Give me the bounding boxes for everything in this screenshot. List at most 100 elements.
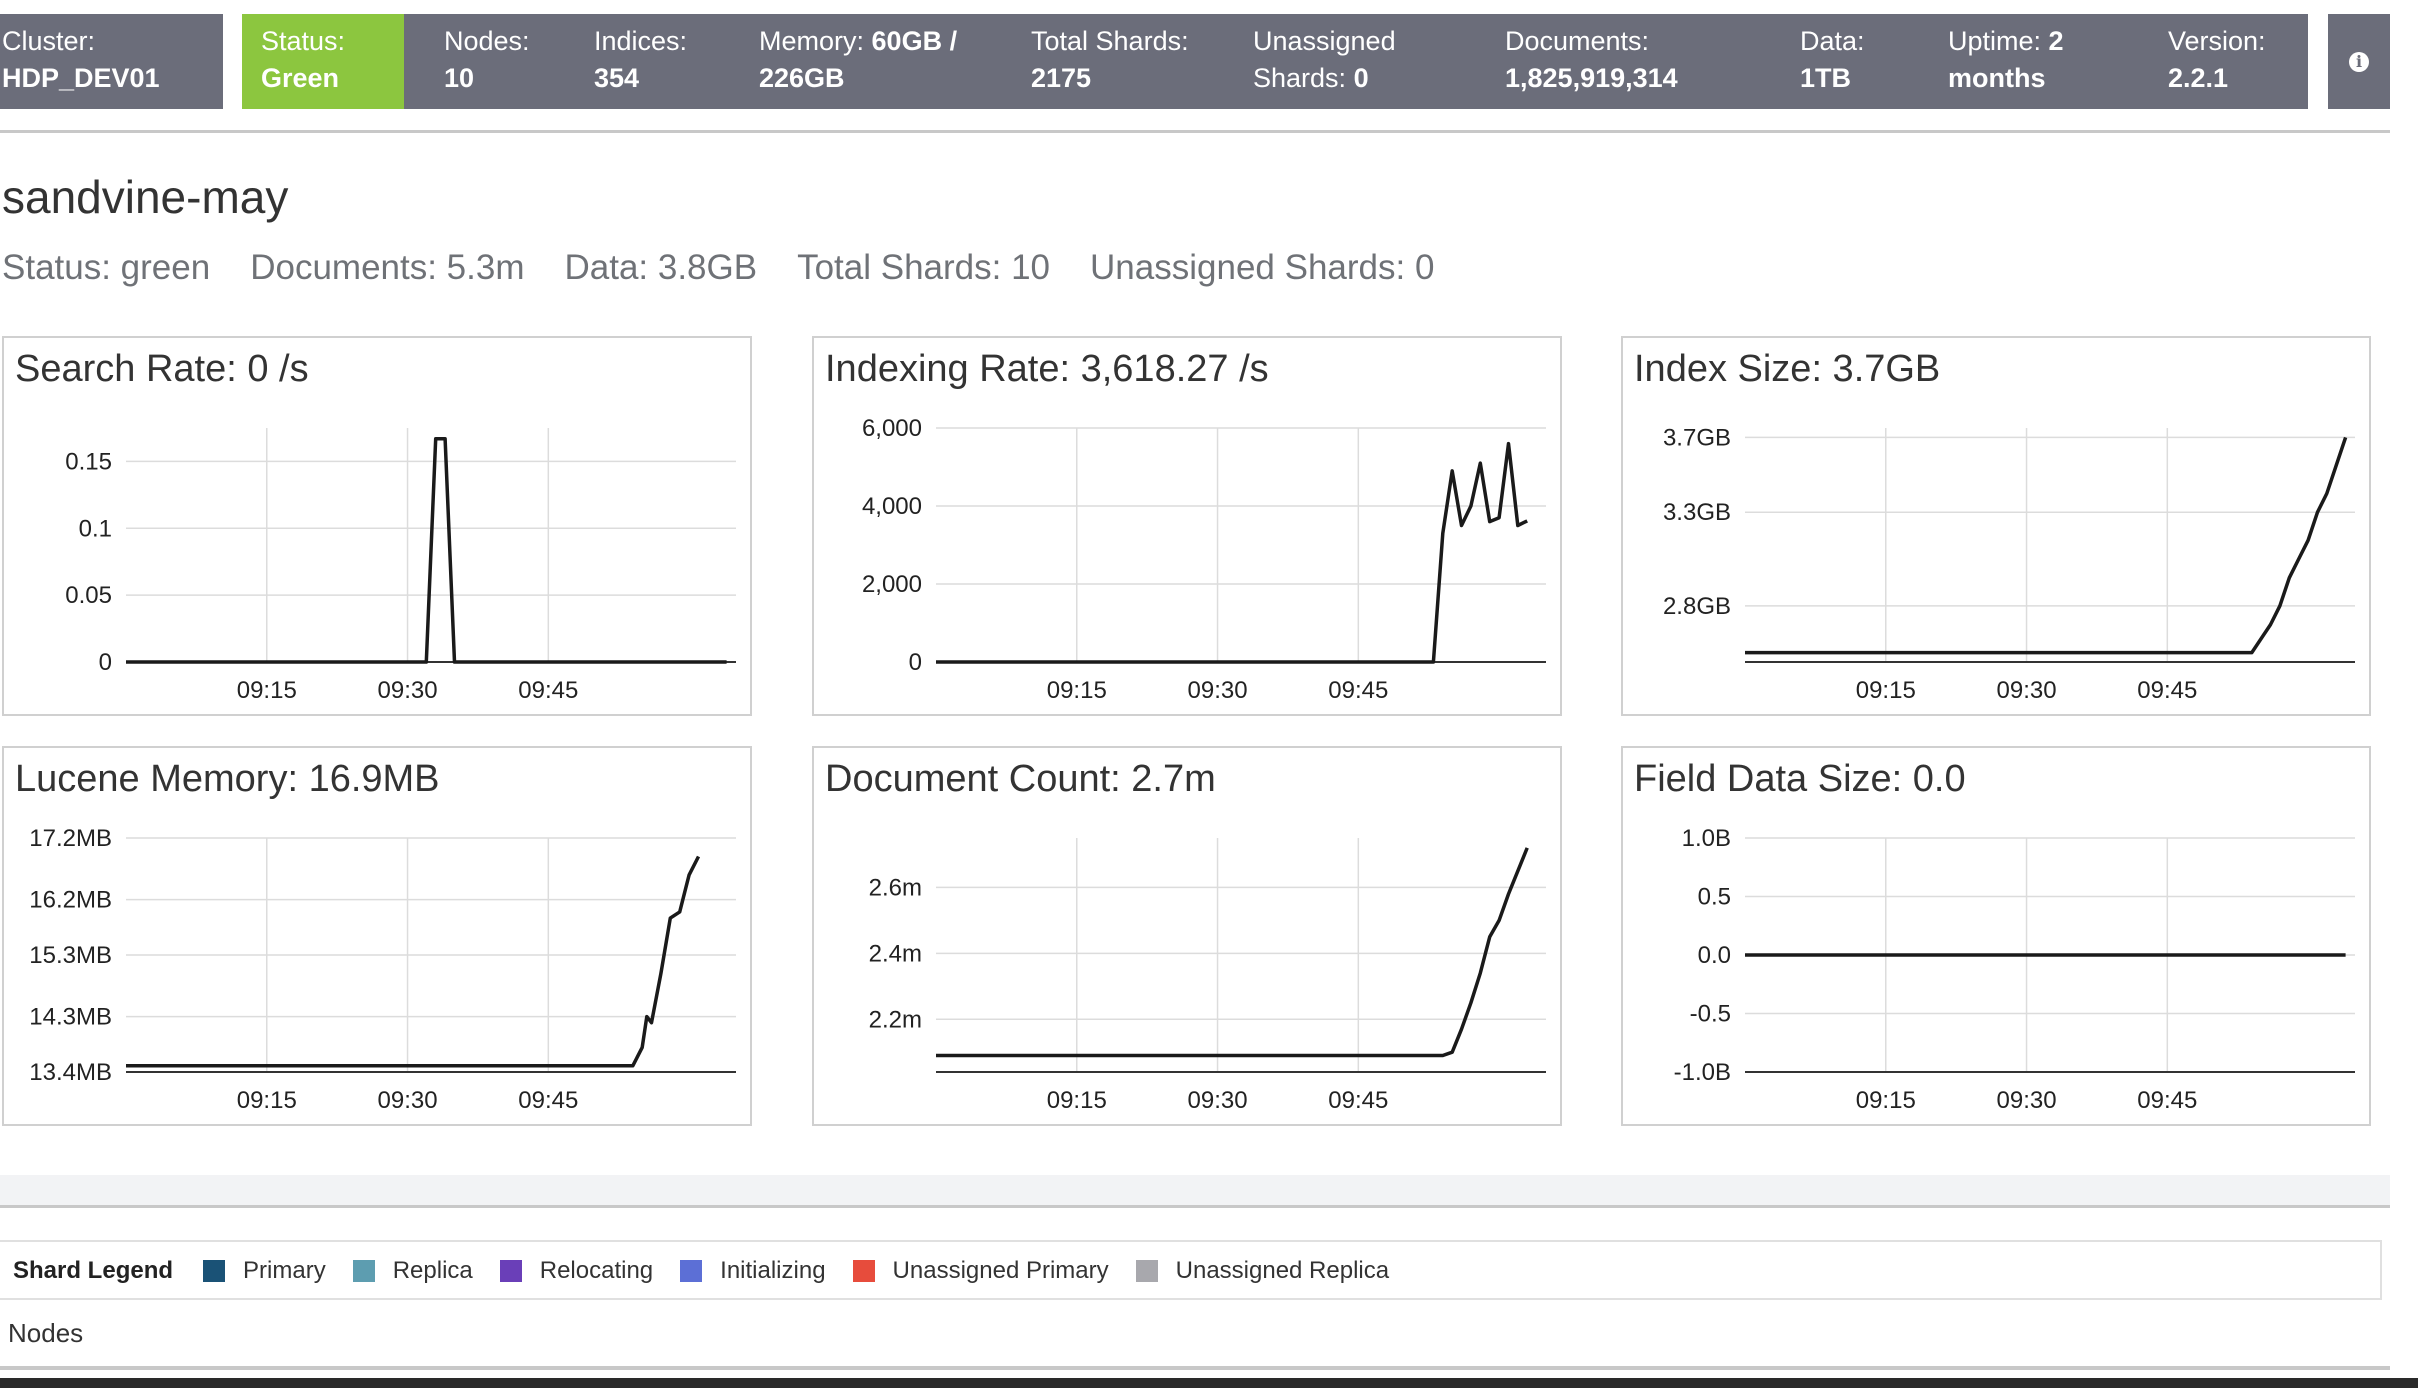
info-circle-icon[interactable]: i bbox=[2349, 52, 2369, 72]
y-tick-label: 15.3MB bbox=[29, 942, 112, 969]
nodes-label: Nodes: bbox=[444, 26, 530, 56]
y-tick-label: 0.05 bbox=[65, 582, 112, 609]
legend-item: Unassigned Replica bbox=[1135, 1257, 1390, 1285]
memory-value-a: 60GB / bbox=[871, 26, 958, 56]
x-tick-label: 09:15 bbox=[1047, 1087, 1107, 1114]
chart-title: Indexing Rate: 3,618.27 /s bbox=[825, 348, 1269, 390]
x-tick-label: 09:45 bbox=[2137, 677, 2197, 704]
y-tick-label: -0.5 bbox=[1690, 1001, 1731, 1028]
y-tick-label: 0 bbox=[909, 649, 922, 676]
lucene-memory-plot: 09:15 09:30 09:45 13.4MB 14.3MB 15.3MB 16.2MB 1… bbox=[29, 825, 736, 1114]
document-count-plot: 09:15 09:30 09:45 2.2m 2.4m 2.6m bbox=[869, 838, 1546, 1114]
unassigned-value: 0 bbox=[1353, 63, 1369, 93]
x-tick-label: 09:15 bbox=[1856, 1087, 1916, 1114]
shard-legend: Shard Legend Primary Replica Relocating Ini… bbox=[0, 1240, 2382, 1300]
y-tick-label: -1.0B bbox=[1674, 1059, 1731, 1086]
legend-item: Replica bbox=[352, 1257, 473, 1285]
series-line bbox=[126, 436, 727, 664]
index-status: Status: green bbox=[2, 248, 211, 287]
legend-swatch bbox=[499, 1260, 522, 1282]
series-line bbox=[126, 855, 701, 1068]
legend-label: Replica bbox=[392, 1257, 473, 1284]
cluster-value: HDP_DEV01 bbox=[2, 63, 160, 93]
info-button[interactable]: i bbox=[2328, 14, 2390, 109]
index-total-shards: Total Shards: 10 bbox=[797, 248, 1051, 287]
y-tick-label: 17.2MB bbox=[29, 825, 112, 852]
x-tick-label: 09:45 bbox=[518, 677, 578, 704]
cluster-stats-group: Nodes: 10 Indices: 354 Memory: 60GB / 22… bbox=[404, 14, 2308, 109]
documents-value: 1,825,919,314 bbox=[1505, 63, 1678, 93]
legend-label: Unassigned Primary bbox=[892, 1257, 1109, 1284]
nodes-value: 10 bbox=[444, 63, 475, 93]
index-title: sandvine-may bbox=[2, 171, 289, 223]
y-tick-label: 2.2m bbox=[869, 1006, 922, 1033]
x-tick-label: 09:45 bbox=[2137, 1087, 2197, 1114]
index-size-chart: Index Size: 3.7GB 09:15 09:30 09:45 2.8GB 3.… bbox=[1621, 336, 2371, 716]
series-line bbox=[936, 847, 1529, 1058]
search-rate-chart: Search Rate: 0 /s 09:15 09:30 09:45 0 0.05 0.… bbox=[2, 336, 752, 716]
shard-legend-title: Shard Legend bbox=[13, 1257, 174, 1284]
shard-legend-row: Shard Legend Primary Replica Relocating Ini… bbox=[13, 1257, 1416, 1285]
y-tick-label: 1.0B bbox=[1682, 825, 1731, 852]
unassigned-label-a: Unassigned bbox=[1253, 26, 1396, 56]
version-value: 2.2.1 bbox=[2168, 63, 2229, 93]
y-tick-label: 2.6m bbox=[869, 874, 922, 901]
legend-swatch bbox=[352, 1260, 375, 1282]
y-tick-label: 0.15 bbox=[65, 448, 112, 475]
index-summary: Status: green Documents: 5.3m Data: 3.8GB T… bbox=[2, 248, 1474, 288]
indexing-rate-plot: 09:15 09:30 09:45 0 2,000 4,000 6,000 bbox=[862, 415, 1546, 704]
x-tick-label: 09:30 bbox=[1997, 1087, 2057, 1114]
data-value: 1TB bbox=[1800, 63, 1852, 93]
x-tick-label: 09:30 bbox=[1188, 1087, 1248, 1114]
y-tick-label: 6,000 bbox=[862, 415, 922, 442]
data-label: Data: bbox=[1800, 26, 1865, 56]
document-count-chart: Document Count: 2.7m 09:15 09:30 09:45 2.2m… bbox=[812, 746, 1562, 1126]
divider bbox=[0, 1205, 2390, 1208]
x-tick-label: 09:45 bbox=[518, 1087, 578, 1114]
x-tick-label: 09:30 bbox=[378, 1087, 438, 1114]
x-tick-label: 09:30 bbox=[1188, 677, 1248, 704]
indexing-rate-chart: Indexing Rate: 3,618.27 /s 09:15 09:30 09:… bbox=[812, 336, 1562, 716]
total-shards-value: 2175 bbox=[1031, 63, 1092, 93]
indices-label: Indices: bbox=[594, 26, 688, 56]
x-tick-label: 09:15 bbox=[237, 677, 297, 704]
uptime-value-a: 2 bbox=[2048, 26, 2064, 56]
y-tick-label: 3.7GB bbox=[1663, 424, 1731, 451]
index-documents: Documents: 5.3m bbox=[250, 248, 525, 287]
x-tick-label: 09:15 bbox=[237, 1087, 297, 1114]
series-line bbox=[936, 441, 1528, 664]
nodes-section-label: Nodes bbox=[8, 1318, 84, 1348]
window-bottom-edge bbox=[0, 1378, 2418, 1388]
cluster-label: Cluster: bbox=[2, 26, 96, 56]
section-separator bbox=[0, 1175, 2390, 1205]
legend-item: Unassigned Primary bbox=[852, 1257, 1109, 1285]
y-tick-label: 0.5 bbox=[1698, 884, 1731, 911]
y-tick-label: 13.4MB bbox=[29, 1059, 112, 1086]
chart-title: Search Rate: 0 /s bbox=[15, 348, 309, 390]
legend-label: Relocating bbox=[539, 1257, 654, 1284]
legend-swatch bbox=[680, 1260, 703, 1282]
y-tick-label: 4,000 bbox=[862, 493, 922, 520]
y-tick-label: 14.3MB bbox=[29, 1004, 112, 1031]
legend-label: Initializing bbox=[720, 1257, 826, 1284]
y-tick-label: 0.1 bbox=[79, 515, 112, 542]
y-tick-label: 2.8GB bbox=[1663, 593, 1731, 620]
index-size-plot: 09:15 09:30 09:45 2.8GB 3.3GB 3.7GB bbox=[1663, 424, 2355, 704]
y-tick-label: 0.0 bbox=[1698, 942, 1731, 969]
legend-swatch bbox=[203, 1260, 226, 1282]
y-tick-label: 2.4m bbox=[869, 940, 922, 967]
field-data-size-plot: 09:15 09:30 09:45 -1.0B -0.5 0.0 0.5 1.0B bbox=[1674, 825, 2355, 1114]
cluster-stat: Cluster: HDP_DEV01 bbox=[0, 14, 223, 109]
legend-item: Primary bbox=[203, 1257, 326, 1285]
legend-label: Unassigned Replica bbox=[1175, 1257, 1390, 1284]
chart-title: Document Count: 2.7m bbox=[825, 758, 1216, 800]
y-tick-label: 2,000 bbox=[862, 571, 922, 598]
field-data-size-chart: Field Data Size: 0.0 09:15 09:30 09:45 -1.0… bbox=[1621, 746, 2371, 1126]
legend-swatch bbox=[1135, 1260, 1158, 1282]
legend-item: Relocating bbox=[499, 1257, 654, 1285]
search-rate-plot: 09:15 09:30 09:45 0 0.05 0.1 0.15 bbox=[65, 428, 736, 704]
x-tick-label: 09:30 bbox=[378, 677, 438, 704]
y-tick-label: 3.3GB bbox=[1663, 499, 1731, 526]
uptime-value-b: months bbox=[1948, 63, 2046, 93]
legend-item: Initializing bbox=[680, 1257, 826, 1285]
